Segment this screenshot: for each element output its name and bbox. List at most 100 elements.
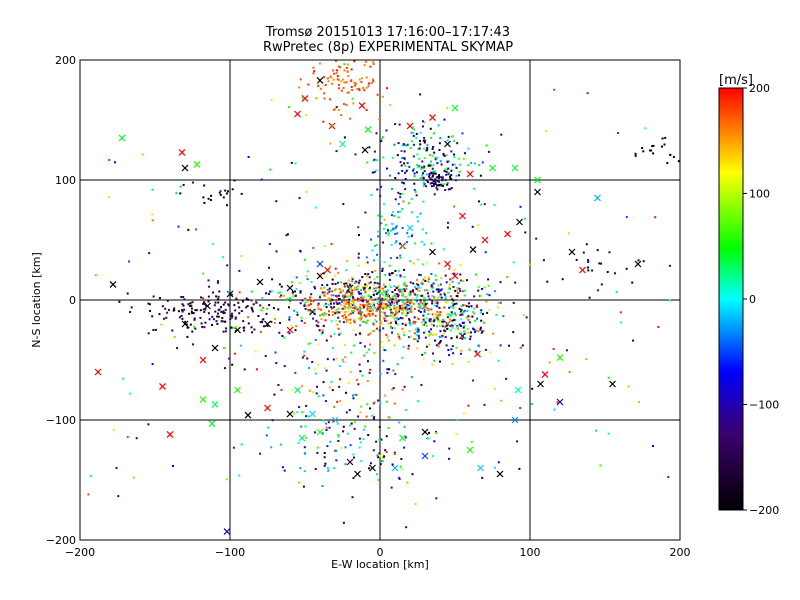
scatter-dot — [596, 249, 599, 252]
scatter-dot — [217, 298, 220, 301]
scatter-dot — [230, 293, 233, 296]
scatter-dot — [415, 194, 418, 197]
scatter-dot — [398, 310, 401, 313]
scatter-dot — [417, 317, 420, 320]
scatter-dot — [419, 139, 421, 142]
scatter-dot — [390, 310, 393, 313]
scatter-dot — [314, 468, 317, 470]
scatter-dot — [418, 166, 421, 169]
scatter-dot — [305, 190, 308, 193]
scatter-cross — [489, 164, 496, 172]
scatter-dot — [412, 262, 415, 265]
scatter-dot — [392, 387, 395, 390]
scatter-dot — [484, 251, 487, 254]
scatter-dot — [608, 251, 611, 254]
scatter-dot — [484, 348, 487, 351]
scatter-dot — [350, 68, 353, 71]
scatter-dot — [479, 311, 482, 314]
scatter-dot — [418, 337, 421, 340]
scatter-dot — [448, 306, 451, 309]
scatter-dot — [394, 123, 397, 126]
scatter-dot — [350, 293, 352, 296]
scatter-dot — [431, 295, 434, 298]
scatter-dot — [334, 108, 336, 111]
scatter-dot — [240, 192, 243, 195]
scatter-dot — [164, 307, 167, 310]
scatter-dot — [434, 156, 437, 159]
scatter-dot — [381, 287, 384, 290]
scatter-dot — [191, 181, 194, 184]
scatter-dot — [441, 335, 444, 338]
scatter-dot — [468, 315, 471, 318]
scatter-dot — [306, 300, 309, 303]
scatter-dot — [434, 313, 437, 316]
scatter-cross — [534, 176, 541, 184]
scatter-dot — [502, 315, 505, 318]
scatter-dot — [377, 300, 380, 303]
scatter-dot — [444, 330, 447, 333]
scatter-dot — [337, 65, 340, 68]
scatter-dot — [375, 132, 378, 135]
scatter-dot — [308, 389, 311, 392]
scatter-cross — [504, 230, 511, 238]
scatter-dot — [447, 221, 449, 224]
scatter-dot — [316, 451, 319, 454]
scatter-dot — [347, 301, 350, 304]
scatter-dot — [326, 467, 329, 469]
scatter-dot — [378, 118, 380, 121]
scatter-dot — [362, 288, 365, 291]
scatter-dot — [472, 328, 475, 331]
scatter-dot — [443, 306, 446, 309]
scatter-dot — [448, 313, 450, 316]
scatter-dot — [199, 309, 202, 312]
scatter-dot — [436, 317, 439, 320]
scatter-dot — [545, 130, 547, 133]
scatter-dot — [430, 328, 432, 331]
scatter-dot — [381, 346, 384, 349]
scatter-dot — [430, 185, 433, 188]
scatter-dot — [352, 302, 355, 305]
scatter-dot — [316, 446, 319, 449]
scatter-dot — [410, 197, 413, 200]
scatter-dot — [298, 197, 301, 200]
scatter-dot — [396, 232, 399, 235]
scatter-dot — [301, 384, 304, 387]
scatter-dot — [428, 319, 431, 322]
scatter-dot — [437, 345, 440, 348]
scatter-dot — [177, 225, 180, 228]
scatter-dot — [444, 295, 447, 298]
scatter-dot — [426, 173, 428, 176]
scatter-dot — [463, 324, 466, 327]
scatter-dot — [428, 290, 431, 293]
scatter-dot — [352, 306, 355, 309]
scatter-dot — [458, 174, 460, 177]
scatter-dot — [508, 344, 510, 347]
scatter-dot — [432, 320, 435, 323]
scatter-dot — [224, 189, 227, 192]
scatter-dot — [285, 234, 288, 237]
scatter-dot — [328, 313, 330, 316]
scatter-dot — [277, 291, 280, 294]
scatter-dot — [327, 80, 330, 83]
scatter-dot — [309, 296, 312, 299]
scatter-dot — [203, 184, 206, 187]
scatter-dot — [402, 288, 405, 291]
scatter-dot — [159, 297, 161, 300]
scatter-dot — [188, 312, 191, 315]
scatter-cross — [211, 344, 219, 352]
scatter-dot — [275, 200, 278, 203]
scatter-dot — [296, 313, 299, 316]
scatter-dot — [321, 284, 324, 287]
scatter-dot — [319, 296, 321, 299]
scatter-dot — [452, 139, 455, 142]
scatter-dot — [424, 321, 427, 324]
scatter-dot — [455, 166, 458, 169]
scatter-dot — [379, 287, 382, 290]
scatter-dot — [390, 327, 393, 330]
scatter-dot — [317, 85, 320, 88]
scatter-dot — [495, 314, 498, 316]
scatter-dot — [266, 307, 269, 310]
scatter-dot — [427, 280, 430, 283]
scatter-dot — [391, 187, 393, 190]
scatter-dot — [247, 316, 249, 319]
